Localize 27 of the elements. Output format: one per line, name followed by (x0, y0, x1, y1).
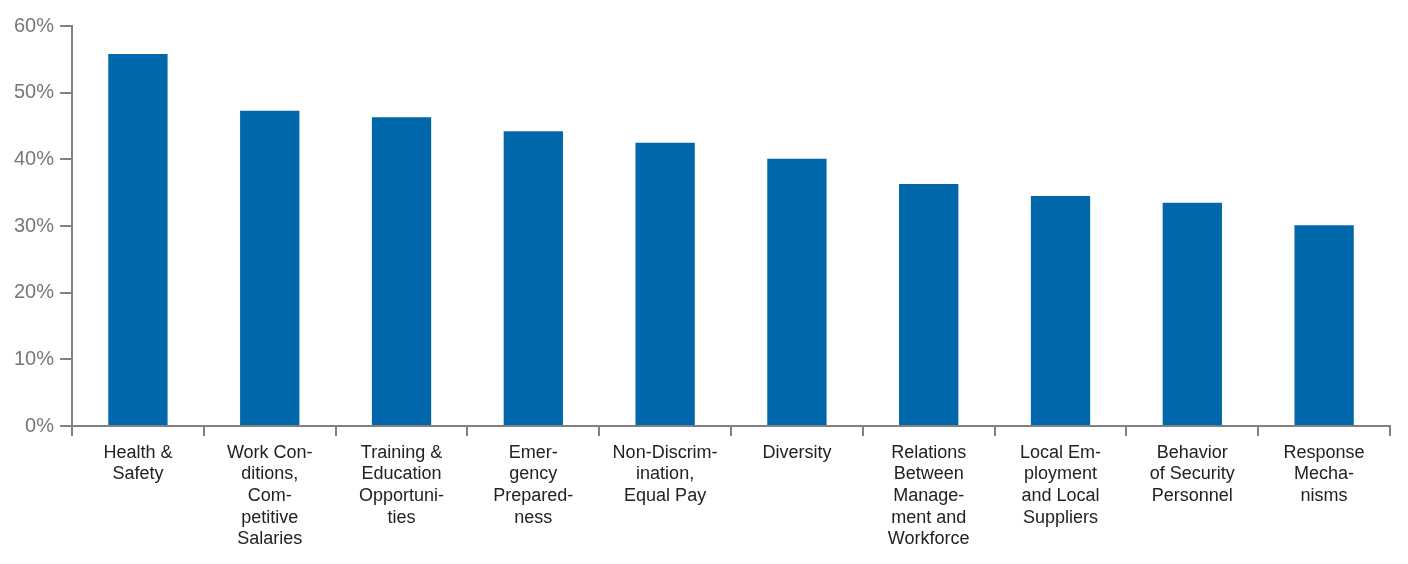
x-tick-label: Health & Safety (103, 441, 173, 484)
x-tick-label: Emer- gency Prepared- ness (493, 441, 574, 527)
x-tick-label: Relations Between Manage- ment and Workforce (887, 441, 970, 549)
x-tick-label: Diversity (762, 441, 832, 462)
bar (1030, 196, 1091, 425)
bar (767, 158, 827, 425)
bar (1162, 202, 1222, 425)
y-tick-label: 60% (14, 13, 55, 36)
bar (371, 117, 432, 425)
bar (240, 110, 300, 425)
y-tick-label: 10% (14, 346, 55, 369)
bar (635, 142, 695, 425)
x-tick-label: Non-Discrim- ination, Equal Pay (612, 441, 718, 505)
bar (108, 54, 168, 425)
bar (1294, 225, 1354, 425)
bar (503, 131, 563, 425)
x-tick-label: Work Con- ditions, Com- petitive Salaries (226, 441, 313, 549)
x-tick-label: Behavior of Security Personnel (1149, 441, 1235, 505)
y-tick-label: 50% (14, 80, 55, 103)
x-tick-label: Response Mecha- nisms (1283, 441, 1365, 505)
y-tick-label: 20% (14, 280, 55, 303)
x-tick-label: Local Em- ployment and Local Suppliers (1019, 441, 1102, 527)
x-tick-label: Training & Education Opportuni- ties (359, 441, 445, 527)
bar (899, 184, 959, 425)
y-tick-label: 0% (25, 413, 55, 436)
y-tick-label: 30% (14, 213, 55, 236)
y-tick-label: 40% (14, 146, 55, 169)
